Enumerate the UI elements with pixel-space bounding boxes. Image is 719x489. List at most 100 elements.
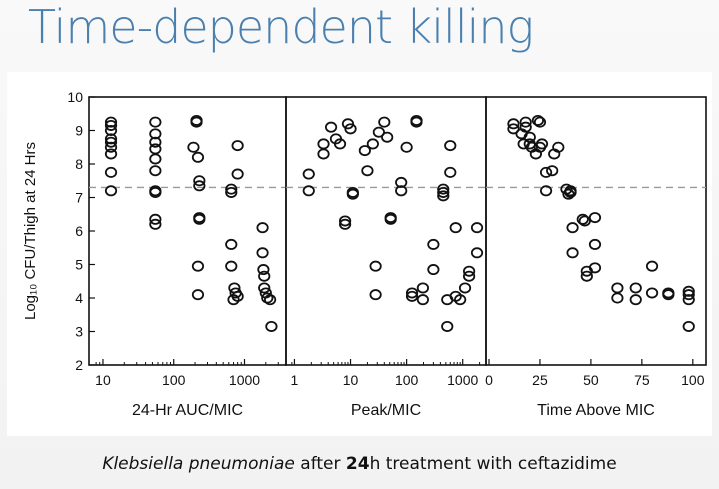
y-tick-label: 6 xyxy=(75,223,83,239)
panel-2-data-point xyxy=(324,121,338,133)
x-tick-label: 1000 xyxy=(447,372,478,388)
x-tick-label: 100 xyxy=(681,372,705,388)
panel-3-data-point xyxy=(662,287,675,299)
y-axis-label: Log₁₀ CFU/Thigh at 24 Hrs xyxy=(22,142,39,320)
panel-2-data-point xyxy=(317,138,330,150)
panel-3-data-point xyxy=(519,121,532,133)
panel-1-data-point xyxy=(193,213,206,225)
panel-3-data-point xyxy=(564,185,577,197)
panel-1-data-point xyxy=(256,247,269,259)
panel-3-data-point xyxy=(552,141,565,153)
panel-2-data-point xyxy=(410,116,423,128)
panel-2-data-point xyxy=(338,215,352,227)
x-tick-label: 25 xyxy=(532,372,548,388)
y-tick-label: 9 xyxy=(75,123,83,139)
panel-2-data-point xyxy=(344,123,357,135)
x-tick-label: 10 xyxy=(95,372,111,388)
panel-2-data-point xyxy=(369,289,382,301)
panel-1-data-point xyxy=(149,153,162,165)
panel-2-data-point xyxy=(346,188,359,200)
x-tick-label: 1000 xyxy=(229,372,260,388)
panel-2-data-point xyxy=(395,185,408,197)
panel-1-data-point xyxy=(191,289,205,301)
panel-2-data-point xyxy=(437,183,450,195)
x-tick-label: 100 xyxy=(162,372,186,388)
panel-1-data-point xyxy=(149,213,162,225)
caption-after: after xyxy=(294,454,346,474)
panel-2-data-point xyxy=(416,294,429,306)
panel-2-data-point xyxy=(358,145,371,157)
panel-1-data-point xyxy=(149,116,162,128)
panel-2-data-point xyxy=(369,260,382,272)
panel-2-data-point xyxy=(372,126,385,138)
slide-title: Time-dependent killing xyxy=(28,0,534,54)
panel-3-data-point xyxy=(507,123,520,135)
panel-2-data-point xyxy=(302,185,315,197)
panel-1-frame xyxy=(88,96,287,366)
panel-3-data-point xyxy=(519,116,532,128)
panel-1-data-point xyxy=(193,180,206,192)
panel-2-frame xyxy=(285,96,487,366)
panel-2-data-point xyxy=(463,265,476,277)
panel-3-data-point xyxy=(588,238,602,250)
panel-2-data-point xyxy=(338,218,352,230)
panel-2-data-point xyxy=(441,320,454,332)
panel-2-data-point xyxy=(405,287,419,299)
panel-3-data-point xyxy=(546,165,559,177)
panel-3-data-point xyxy=(539,166,553,178)
panel-3-data-point xyxy=(682,289,695,301)
panel-1-data-point xyxy=(149,218,162,230)
panel-3-data-point xyxy=(523,131,536,143)
panel-3-data-point xyxy=(539,185,553,197)
panel-1-data-point xyxy=(149,143,162,155)
panel-2-data-point xyxy=(444,166,457,178)
panel-3-x-axis-label: Time Above MIC xyxy=(537,402,655,419)
panel-3-data-point xyxy=(588,262,602,274)
x-tick-label: 100 xyxy=(395,372,419,388)
y-tick-label: 2 xyxy=(75,357,83,373)
panel-2-data-point xyxy=(361,165,374,177)
panel-2-data-point xyxy=(454,294,467,306)
slide-caption: Klebsiella pneumoniae after 24h treatmen… xyxy=(0,454,719,474)
panel-1-data-point xyxy=(149,165,162,177)
panel-1-data-point xyxy=(104,119,118,131)
panel-3-data-point xyxy=(611,292,624,304)
panel-3-data-point xyxy=(566,247,579,259)
panel-1-data-point xyxy=(263,294,277,306)
panel-1-x-axis-label: 24-Hr AUC/MIC xyxy=(132,402,243,419)
panel-2-data-point xyxy=(449,222,462,234)
panel-1-data-point xyxy=(149,186,162,198)
panel-3-data-point xyxy=(682,320,695,332)
panel-3-data-point xyxy=(588,212,602,224)
y-tick-label: 4 xyxy=(75,290,83,306)
panel-2-data-point xyxy=(470,222,484,234)
panel-1-data-point xyxy=(225,260,238,272)
panel-3-data-point xyxy=(629,294,642,306)
panel-1-data-point xyxy=(265,320,278,332)
panel-2-data-point xyxy=(378,116,391,128)
caption-organism: Klebsiella pneumoniae xyxy=(102,454,295,474)
panel-1-data-point xyxy=(104,185,118,197)
panel-3-data-point xyxy=(645,287,659,299)
x-tick-label: 75 xyxy=(634,372,650,388)
panel-1-data-point xyxy=(258,282,271,294)
panel-3-data-point xyxy=(566,222,579,234)
panel-3-data-point xyxy=(645,260,659,272)
y-tick-label: 5 xyxy=(75,257,83,273)
panel-2-data-point xyxy=(437,186,450,198)
panel-2-data-point xyxy=(341,118,355,130)
panel-1-data-point xyxy=(191,151,205,163)
panel-1-data-point xyxy=(231,140,244,152)
panel-2-data-point xyxy=(333,138,347,150)
x-tick-label: 50 xyxy=(583,372,599,388)
panel-2-data-point xyxy=(302,168,315,180)
panel-1-data-point xyxy=(104,136,118,148)
panel-1-data-point xyxy=(225,186,238,198)
y-tick-label: 7 xyxy=(75,190,83,206)
x-tick-label: 10 xyxy=(343,372,359,388)
panel-1-data-point xyxy=(104,141,118,153)
panel-1-data-point xyxy=(149,136,162,148)
panel-2-data-point xyxy=(427,238,440,250)
panel-2-data-point xyxy=(384,213,397,225)
